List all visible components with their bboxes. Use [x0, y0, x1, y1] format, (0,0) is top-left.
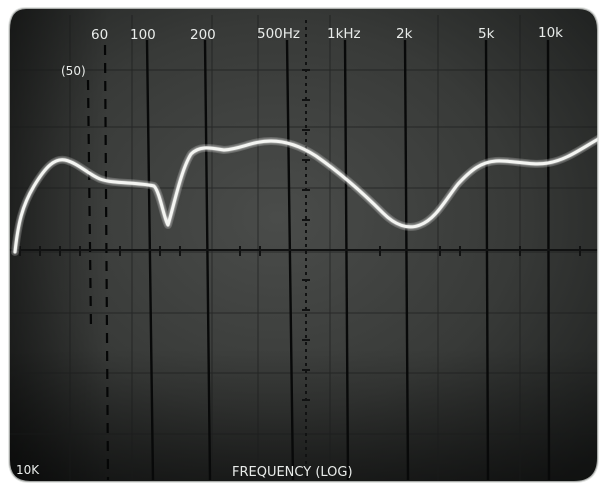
scope-labels: 60 100 200 500Hz 1kHz 2k 5k 10k (50) FRE…	[16, 25, 563, 480]
frequency-label-500hz: 500Hz	[257, 26, 300, 42]
frequency-label-5k: 5k	[478, 26, 495, 42]
center-scale-ticks	[9, 20, 598, 482]
marker-label-50: (50)	[61, 64, 86, 78]
frequency-label-100: 100	[130, 27, 156, 43]
frequency-label-200: 200	[190, 27, 216, 43]
frequency-axis-label: FREQUENCY (LOG)	[232, 465, 353, 480]
screen-border	[8, 7, 599, 483]
frequency-label-10k: 10k	[538, 25, 563, 41]
frequency-response-trace	[13, 136, 598, 254]
frequency-label-1khz: 1kHz	[327, 26, 361, 42]
frequency-label-2k: 2k	[396, 26, 413, 42]
corner-label-10k: 10K	[16, 463, 40, 477]
major-frequency-lines	[145, 39, 551, 481]
frequency-label-60: 60	[91, 27, 108, 43]
dashed-reference-lines	[86, 44, 110, 481]
